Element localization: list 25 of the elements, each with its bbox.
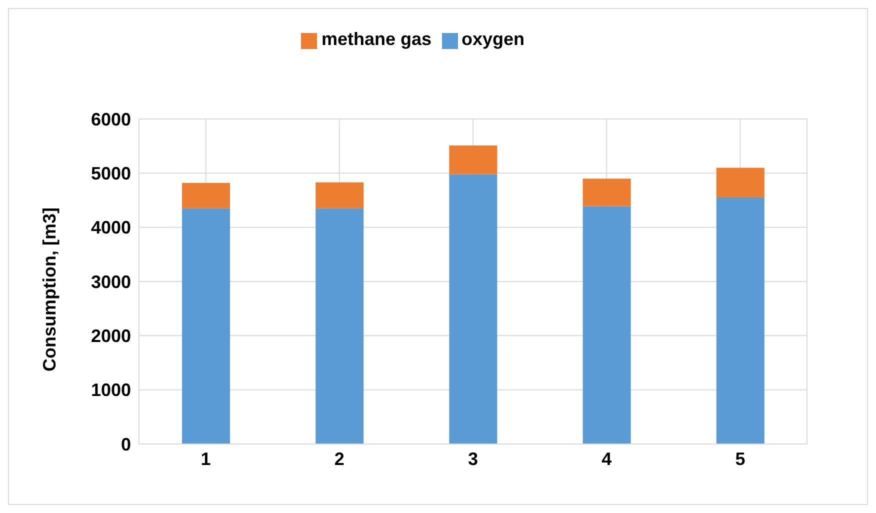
bar — [716, 168, 764, 198]
legend-label: oxygen — [462, 29, 525, 49]
bar — [316, 208, 364, 444]
x-tick-label: 3 — [468, 448, 478, 469]
y-tick-label: 0 — [120, 434, 131, 454]
x-tick-label: 2 — [334, 448, 344, 469]
bar — [182, 182, 230, 208]
x-tick-label: 5 — [735, 448, 746, 469]
bar — [316, 182, 364, 208]
bar — [582, 178, 631, 206]
y-tick-label: 2000 — [90, 326, 131, 346]
y-tick-label: 6000 — [90, 109, 131, 130]
legend-label: methane gas — [321, 29, 432, 49]
y-axis-title: Consumption, [m3] — [39, 208, 60, 372]
x-tick-label: 4 — [602, 448, 612, 469]
bar — [449, 146, 498, 174]
y-tick-label: 3000 — [90, 272, 131, 292]
y-tick-label: 1000 — [90, 380, 131, 400]
y-tick-label: 4000 — [90, 218, 131, 238]
bar — [582, 206, 631, 444]
bar — [716, 198, 764, 444]
bar — [182, 208, 230, 444]
x-tick-label: 1 — [200, 448, 211, 469]
bar — [449, 174, 498, 444]
y-tick-label: 5000 — [90, 164, 131, 184]
